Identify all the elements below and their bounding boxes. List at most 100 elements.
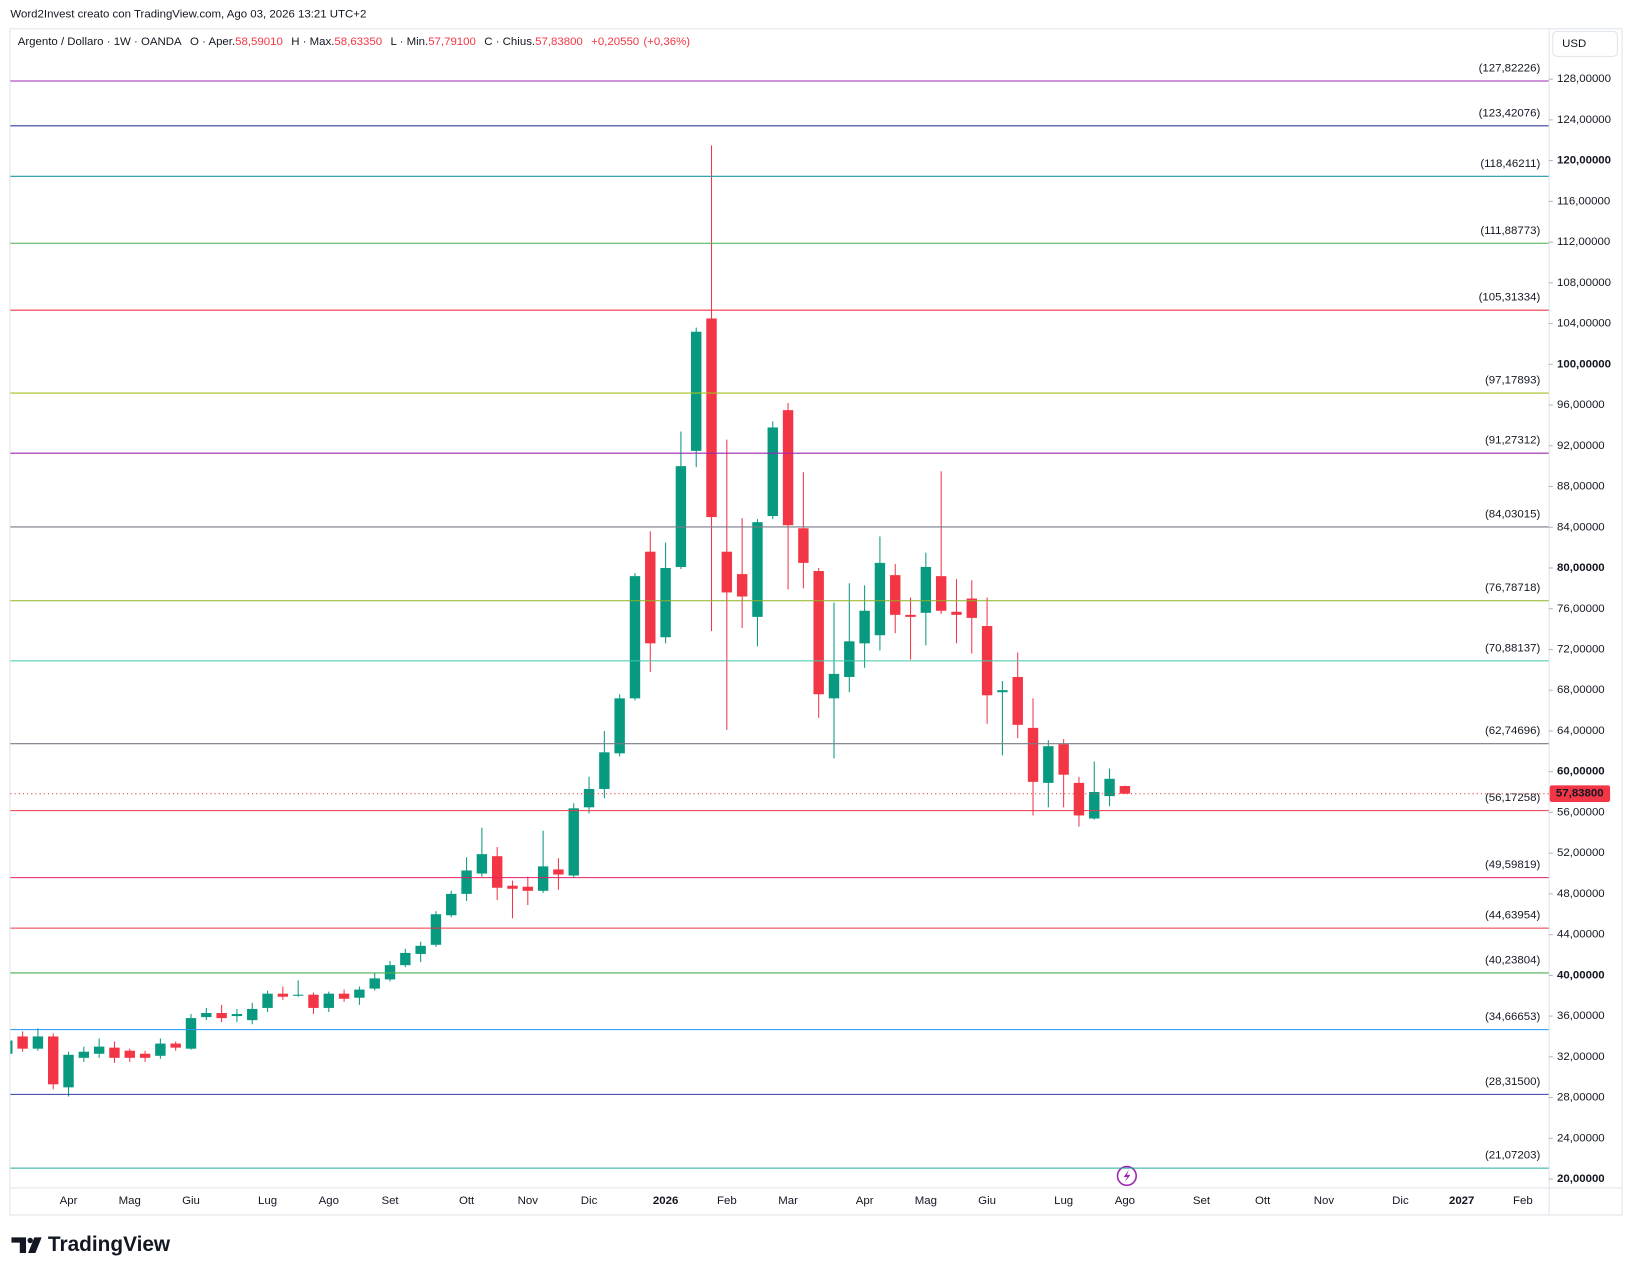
candle-body bbox=[675, 466, 687, 567]
x-tick-label: 2026 bbox=[653, 1195, 678, 1207]
candle-body bbox=[736, 574, 748, 597]
candle-body bbox=[461, 870, 472, 894]
level-label: (34,66653) bbox=[1485, 1011, 1541, 1023]
candle-body bbox=[491, 856, 503, 888]
candle-body bbox=[476, 854, 488, 874]
candle-body bbox=[155, 1043, 166, 1056]
level-label: (49,59819) bbox=[1485, 859, 1541, 871]
level-label: (91,27312) bbox=[1485, 435, 1541, 447]
ohlc-prefix: C · Chius. bbox=[484, 36, 535, 48]
change-value: (+0,36%) bbox=[643, 36, 690, 48]
candle-body bbox=[1012, 676, 1023, 725]
candle-body bbox=[537, 866, 549, 891]
candle-body bbox=[292, 994, 304, 996]
y-tick-label: 120,00000 bbox=[1557, 155, 1611, 167]
candle-body bbox=[231, 1014, 243, 1017]
chart-header: Argento / Dollaro · 1W · OANDA O · Aper.5… bbox=[18, 36, 691, 48]
change-value: +0,20550 bbox=[591, 36, 639, 48]
candle-body bbox=[844, 641, 855, 677]
candle-body bbox=[308, 994, 319, 1008]
candle-body bbox=[384, 965, 396, 980]
x-tick-label: Ago bbox=[1115, 1195, 1135, 1207]
y-tick-label: 48,00000 bbox=[1557, 888, 1605, 900]
x-tick-label: Ott bbox=[1255, 1195, 1271, 1207]
y-tick-label: 104,00000 bbox=[1557, 318, 1611, 330]
candle-body bbox=[905, 614, 916, 617]
x-tick-label: Apr bbox=[60, 1195, 78, 1207]
ohlc-prefix: L · Min. bbox=[390, 36, 428, 48]
y-tick-label: 28,00000 bbox=[1557, 1092, 1605, 1104]
candle-body bbox=[599, 752, 610, 789]
candle-body bbox=[752, 522, 763, 617]
brand-logo bbox=[11, 1237, 42, 1253]
level-label: (97,17893) bbox=[1485, 375, 1541, 387]
x-tick-label: Dic bbox=[581, 1195, 598, 1207]
y-tick-label: 124,00000 bbox=[1557, 114, 1611, 126]
y-tick-label: 20,00000 bbox=[1557, 1173, 1605, 1185]
y-tick-label: 68,00000 bbox=[1557, 684, 1605, 696]
currency-button[interactable] bbox=[1552, 30, 1618, 57]
candle-body bbox=[1104, 778, 1115, 797]
x-tick-label: 2027 bbox=[1449, 1195, 1474, 1207]
candle-body bbox=[629, 576, 641, 699]
x-tick-label: Mag bbox=[119, 1195, 141, 1207]
candle-body bbox=[935, 576, 947, 611]
ohlc-prefix: H · Max. bbox=[291, 36, 334, 48]
y-tick-label: 36,00000 bbox=[1557, 1010, 1605, 1022]
level-label: (56,17258) bbox=[1485, 792, 1541, 804]
level-label: (70,88137) bbox=[1485, 642, 1541, 654]
candle-body bbox=[660, 567, 671, 638]
y-tick-label: 56,00000 bbox=[1557, 806, 1605, 818]
candle-body bbox=[890, 575, 901, 615]
y-tick-label: 100,00000 bbox=[1557, 358, 1611, 370]
y-tick-label: 40,00000 bbox=[1557, 969, 1605, 981]
candle-body bbox=[63, 1054, 74, 1088]
y-tick-label: 64,00000 bbox=[1557, 725, 1605, 737]
level-label: (118,46211) bbox=[1480, 158, 1540, 170]
candle-body bbox=[369, 978, 380, 989]
candle-body bbox=[1119, 786, 1131, 794]
alert-icon[interactable] bbox=[1116, 1165, 1138, 1187]
currency: USD bbox=[1562, 38, 1586, 50]
candle-body bbox=[997, 690, 1008, 693]
ohlc-value: 58,59010 bbox=[235, 36, 283, 48]
level-label: (40,23804) bbox=[1485, 954, 1541, 966]
y-tick-label: 32,00000 bbox=[1557, 1051, 1605, 1063]
candle-body bbox=[721, 551, 733, 593]
y-tick-label: 44,00000 bbox=[1557, 929, 1605, 941]
candle-body bbox=[706, 318, 717, 518]
candle-body bbox=[874, 562, 886, 636]
x-tick-label: Set bbox=[381, 1195, 399, 1207]
attribution: Word2Invest creato con TradingView.com, … bbox=[10, 9, 366, 21]
candle-body bbox=[170, 1043, 181, 1048]
x-tick-label: Giu bbox=[182, 1195, 200, 1207]
y-tick-label: 92,00000 bbox=[1557, 440, 1605, 452]
candle-body bbox=[78, 1051, 90, 1058]
y-tick-label: 60,00000 bbox=[1557, 766, 1605, 778]
y-tick-label: 128,00000 bbox=[1557, 73, 1611, 85]
last-price-box bbox=[1549, 785, 1611, 803]
x-tick-label: Apr bbox=[856, 1195, 874, 1207]
candle-body bbox=[828, 673, 840, 699]
y-tick-label: 116,00000 bbox=[1557, 195, 1610, 207]
candle-body bbox=[859, 610, 870, 644]
candle-body bbox=[553, 869, 564, 875]
plot-area bbox=[10, 145, 1131, 1097]
symbol: Argento / Dollaro · 1W · OANDA bbox=[18, 36, 182, 48]
candle-body bbox=[1073, 782, 1085, 816]
candle-body bbox=[583, 788, 595, 808]
candle-body bbox=[109, 1047, 120, 1058]
candle-body bbox=[798, 528, 809, 563]
candle-body bbox=[415, 945, 426, 954]
candle-body bbox=[354, 989, 365, 998]
candle-body bbox=[691, 331, 702, 451]
candle-body bbox=[1043, 746, 1054, 783]
y-tick-label: 24,00000 bbox=[1557, 1132, 1605, 1144]
x-tick-label: Giu bbox=[978, 1195, 996, 1207]
candle-body bbox=[10, 1040, 13, 1054]
chart-frame bbox=[9, 28, 1623, 1216]
x-tick-label: Set bbox=[1193, 1195, 1211, 1207]
y-tick-label: 112,00000 bbox=[1557, 236, 1610, 248]
